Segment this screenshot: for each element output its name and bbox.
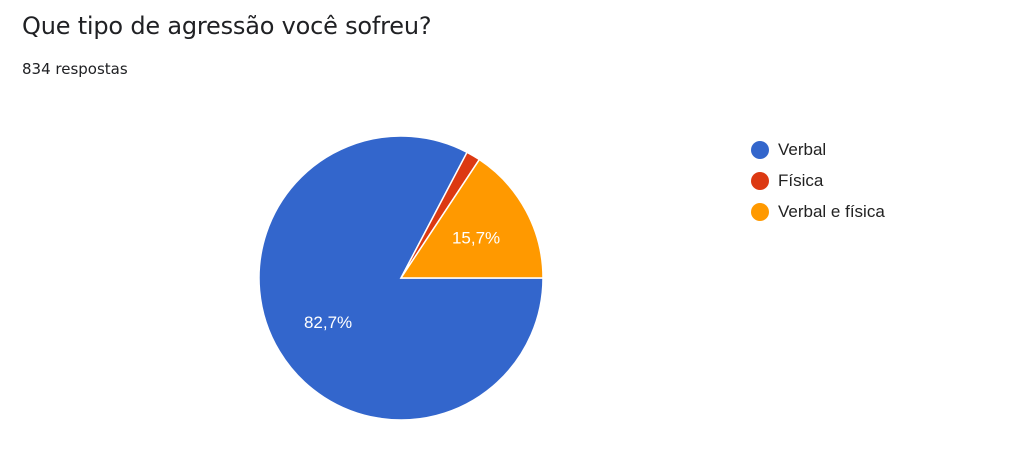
legend-item[interactable]: Verbal — [751, 134, 885, 165]
legend: Verbal Física Verbal e física — [751, 134, 885, 227]
legend-item[interactable]: Física — [751, 165, 885, 196]
pie-slice-verbal[interactable] — [258, 135, 544, 421]
legend-swatch-icon — [751, 140, 769, 159]
legend-item[interactable]: Verbal e física — [751, 196, 885, 227]
response-count: 834 respostas — [22, 60, 128, 78]
legend-swatch-icon — [751, 171, 769, 190]
legend-label: Verbal e física — [778, 201, 885, 221]
question-title: Que tipo de agressão você sofreu? — [22, 12, 432, 40]
legend-swatch-icon — [751, 202, 769, 221]
legend-label: Verbal — [778, 139, 827, 159]
slice-label: 15,7% — [452, 229, 500, 248]
legend-label: Física — [778, 170, 824, 190]
pie-slice-verbal-e-física[interactable] — [399, 158, 544, 279]
slice-label: 82,7% — [304, 313, 352, 332]
